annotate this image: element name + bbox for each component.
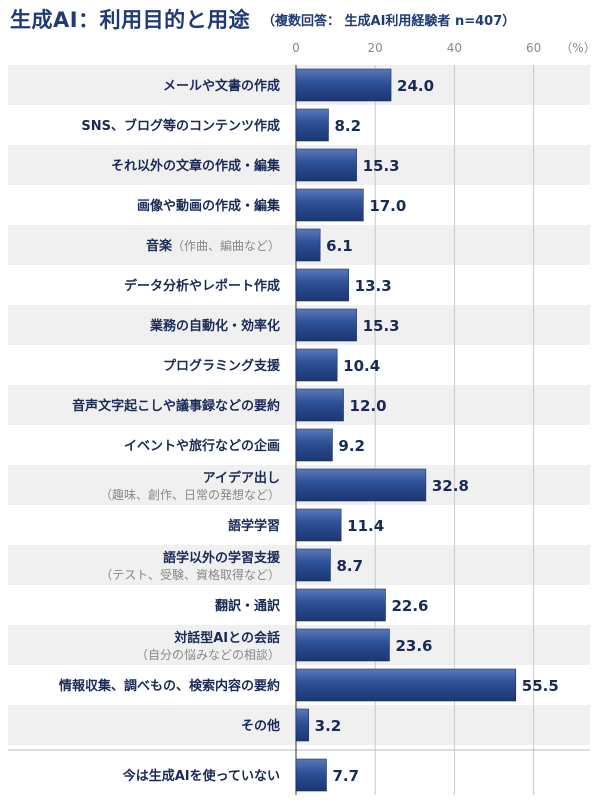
x-unit-label: （%） bbox=[560, 41, 595, 55]
category-label: 音楽（作曲、編曲など） bbox=[146, 238, 280, 254]
category-sublabel: （テスト、受験、資格取得など） bbox=[100, 567, 280, 582]
bar bbox=[295, 468, 427, 502]
bar-value-label: 22.6 bbox=[391, 597, 428, 615]
category-sublabel: （自分の悩みなどの相談） bbox=[136, 647, 280, 662]
bar bbox=[295, 628, 390, 662]
category-label: 画像や動画の作成・編集 bbox=[137, 198, 281, 214]
x-tick-label: 60 bbox=[526, 41, 541, 55]
category-label: その他 bbox=[241, 718, 280, 734]
bar-value-label: 55.5 bbox=[522, 677, 559, 695]
category-label: 音声文字起こしや議事録などの要約 bbox=[72, 398, 280, 414]
category-label: イベントや旅行などの企画 bbox=[124, 438, 280, 454]
bar bbox=[295, 708, 309, 742]
bar-value-label: 23.6 bbox=[395, 637, 432, 655]
bar-value-label: 8.2 bbox=[334, 117, 361, 135]
bar bbox=[295, 68, 392, 102]
category-label: 語学学習 bbox=[228, 518, 280, 534]
chart-subtitle: （複数回答： 生成AI利用経験者 n=407） bbox=[262, 14, 516, 29]
bar-value-label: 3.2 bbox=[315, 717, 342, 735]
category-label: 翻訳・通訳 bbox=[215, 598, 281, 614]
category-label: 語学以外の学習支援 bbox=[163, 550, 281, 566]
category-label: メールや文書の作成 bbox=[163, 78, 280, 94]
bar-value-label: 12.0 bbox=[350, 397, 387, 415]
bar bbox=[295, 148, 357, 182]
bar-value-label: 7.7 bbox=[332, 767, 359, 785]
bar bbox=[295, 228, 321, 262]
bar bbox=[295, 758, 327, 792]
category-sublabel: （趣味、創作、日常の発想など） bbox=[100, 487, 280, 502]
bar-value-label: 11.4 bbox=[347, 517, 384, 535]
category-label: SNS、ブログ等のコンテンツ作成 bbox=[81, 118, 280, 134]
bar-value-label: 10.4 bbox=[343, 357, 380, 375]
category-label: プログラミング支援 bbox=[163, 358, 281, 374]
bar bbox=[295, 348, 338, 382]
bar-value-label: 24.0 bbox=[397, 77, 434, 95]
bar bbox=[295, 388, 344, 422]
bar bbox=[295, 428, 333, 462]
bar-value-label: 15.3 bbox=[363, 317, 400, 335]
bar bbox=[295, 668, 517, 702]
bar bbox=[295, 308, 357, 342]
category-label: 業務の自動化・効率化 bbox=[149, 318, 280, 334]
bar-value-label: 6.1 bbox=[326, 237, 353, 255]
bar bbox=[295, 188, 364, 222]
category-label: 対話型AIとの会話 bbox=[173, 630, 280, 646]
category-label: データ分析やレポート作成 bbox=[124, 278, 280, 294]
bar-value-label: 15.3 bbox=[363, 157, 400, 175]
category-label: 情報収集、調べもの、検索内容の要約 bbox=[59, 678, 280, 694]
bar-value-label: 17.0 bbox=[369, 197, 406, 215]
category-label: 今は生成AIを使っていない bbox=[122, 768, 280, 784]
bar bbox=[295, 548, 331, 582]
bar bbox=[295, 108, 329, 142]
category-label: アイデア出し bbox=[203, 470, 280, 486]
bar-value-label: 8.7 bbox=[336, 557, 363, 575]
x-tick-label: 40 bbox=[447, 41, 462, 55]
x-tick-label: 20 bbox=[368, 41, 383, 55]
chart-title: 生成AI：利用目的と用途 bbox=[10, 8, 251, 32]
bar bbox=[295, 588, 386, 622]
bar-value-label: 9.2 bbox=[338, 437, 365, 455]
x-tick-label: 0 bbox=[292, 41, 300, 55]
bar bbox=[295, 268, 349, 302]
bar bbox=[295, 508, 342, 542]
bar-value-label: 13.3 bbox=[355, 277, 392, 295]
bar-value-label: 32.8 bbox=[432, 477, 469, 495]
category-label: それ以外の文章の作成・編集 bbox=[111, 158, 281, 174]
